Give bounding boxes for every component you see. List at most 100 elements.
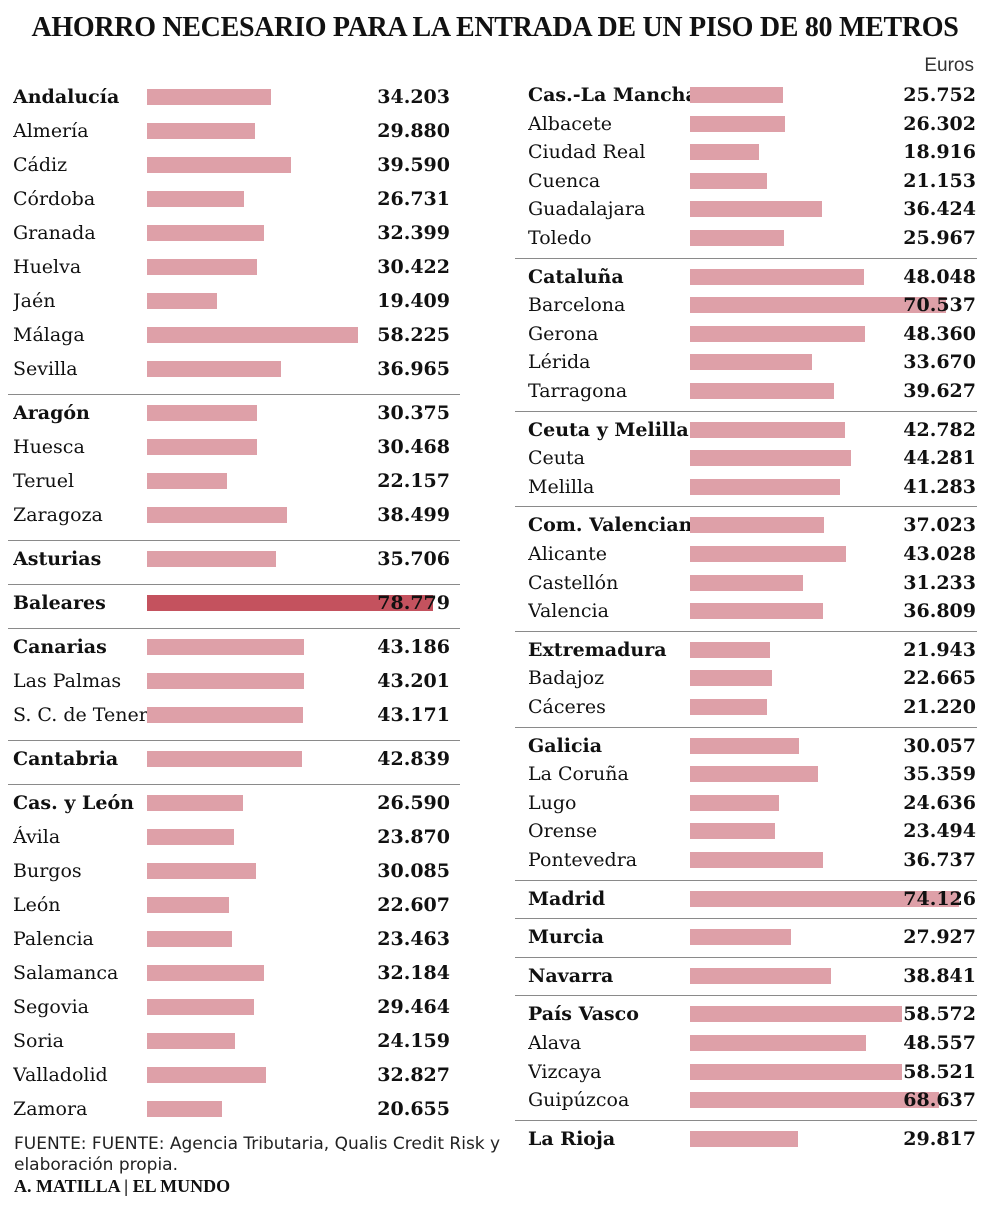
value-label: 48.048: [903, 265, 976, 288]
value-label: 20.655: [377, 1098, 450, 1120]
row-label: Navarra: [528, 964, 614, 987]
row-label: La Coruña: [528, 763, 629, 786]
bar: [147, 327, 359, 343]
group-separator: [8, 784, 460, 785]
row-label: Murcia: [528, 926, 604, 949]
group-separator: [8, 628, 460, 629]
province-row: La Coruña 35.359: [528, 761, 976, 787]
value-label: 42.782: [903, 418, 976, 441]
province-row: Soria 24.159: [13, 1028, 450, 1054]
bar: [147, 259, 258, 275]
row-label: Extremadura: [528, 638, 667, 661]
bar: [690, 1130, 799, 1147]
row-label: Alava: [528, 1032, 582, 1054]
bar: [690, 201, 823, 218]
row-label: Las Palmas: [13, 670, 122, 692]
region-row: Asturias 35.706: [13, 546, 450, 572]
bar: [147, 1067, 266, 1083]
value-label: 26.590: [377, 792, 450, 814]
row-label: Guadalajara: [528, 198, 646, 221]
province-row: Huelva 30.422: [13, 254, 450, 280]
province-row: Valencia 36.809: [528, 598, 976, 624]
value-label: 43.186: [377, 636, 450, 658]
bar: [690, 421, 846, 438]
bar: [690, 890, 959, 907]
region-row: Cas. y León 26.590: [13, 790, 450, 816]
value-label: 70.537: [903, 294, 976, 317]
province-row: Zaragoza 38.499: [13, 502, 450, 528]
bar: [690, 641, 770, 658]
row-label: Toledo: [528, 227, 592, 249]
value-label: 58.521: [903, 1060, 976, 1083]
row-label: Cádiz: [13, 154, 68, 176]
row-label: Tarragona: [528, 380, 628, 402]
credit-line: A. MATILLA | EL MUNDO: [14, 1176, 231, 1196]
region-row: Baleares 78.779: [13, 590, 450, 616]
value-label: 36.737: [903, 849, 976, 871]
row-label: Ciudad Real: [528, 141, 646, 164]
province-row: Alava 48.557: [528, 1030, 976, 1056]
row-label: S. C. de Tenerife: [13, 704, 149, 726]
province-row: Vizcaya 58.521: [528, 1059, 976, 1085]
bar: [147, 751, 303, 767]
row-label: Burgos: [13, 860, 82, 882]
value-label: 22.665: [903, 667, 976, 690]
value-label: 58.572: [903, 1003, 976, 1026]
value-label: 74.126: [903, 887, 976, 910]
region-row: Cataluña 48.048: [528, 264, 976, 290]
row-label: Segovia: [13, 996, 89, 1018]
value-label: 39.627: [903, 380, 976, 402]
row-label: La Rioja: [528, 1127, 616, 1150]
province-row: Cuenca 21.153: [528, 168, 976, 194]
group-separator: [8, 540, 460, 541]
bar: [147, 829, 234, 845]
bar: [147, 1033, 235, 1049]
bar: [690, 670, 773, 687]
bar: [147, 795, 244, 811]
region-row: Madrid 74.126: [528, 886, 976, 912]
province-row: Zamora 20.655: [13, 1096, 450, 1122]
value-label: 48.557: [903, 1032, 976, 1054]
bar: [690, 144, 759, 161]
province-row: S. C. de Tenerife 43.171: [13, 702, 450, 728]
value-label: 21.943: [903, 638, 976, 661]
province-row: Segovia 29.464: [13, 994, 450, 1020]
value-label: 30.375: [377, 402, 450, 424]
value-label: 41.283: [903, 475, 976, 498]
value-label: 21.153: [903, 169, 976, 192]
bar: [147, 639, 304, 655]
value-label: 36.809: [903, 600, 976, 623]
row-label: País Vasco: [528, 1003, 639, 1026]
province-row: Melilla 41.283: [528, 474, 976, 500]
value-label: 21.220: [903, 696, 976, 718]
province-row: Badajoz 22.665: [528, 665, 976, 691]
bar: [690, 794, 780, 811]
province-row: Cádiz 39.590: [13, 152, 450, 178]
region-row: Com. Valenciana 37.023: [528, 512, 976, 538]
value-label: 39.590: [377, 154, 450, 176]
value-label: 42.839: [377, 748, 450, 770]
province-row: Ciudad Real 18.916: [528, 139, 976, 165]
province-row: Las Palmas 43.201: [13, 668, 450, 694]
region-row: La Rioja 29.817: [528, 1126, 976, 1152]
value-label: 18.916: [903, 141, 976, 164]
bar: [147, 507, 287, 523]
value-label: 58.225: [377, 324, 450, 346]
bar: [690, 737, 799, 754]
row-label: Com. Valenciana: [528, 514, 692, 537]
province-row: Gerona 48.360: [528, 321, 976, 347]
group-separator: [8, 740, 460, 741]
region-row: Canarias 43.186: [13, 634, 450, 660]
bar: [690, 1092, 939, 1109]
bar: [690, 967, 831, 984]
row-label: Huesca: [13, 436, 85, 458]
row-label: Teruel: [13, 470, 75, 492]
row-label: Sevilla: [13, 358, 78, 380]
value-label: 22.607: [377, 894, 450, 916]
bar: [690, 230, 785, 246]
unit-label: Euros: [924, 55, 974, 76]
value-label: 38.499: [377, 504, 450, 526]
row-label: Madrid: [528, 887, 606, 910]
bar: [147, 473, 228, 489]
row-label: Cáceres: [528, 696, 606, 718]
